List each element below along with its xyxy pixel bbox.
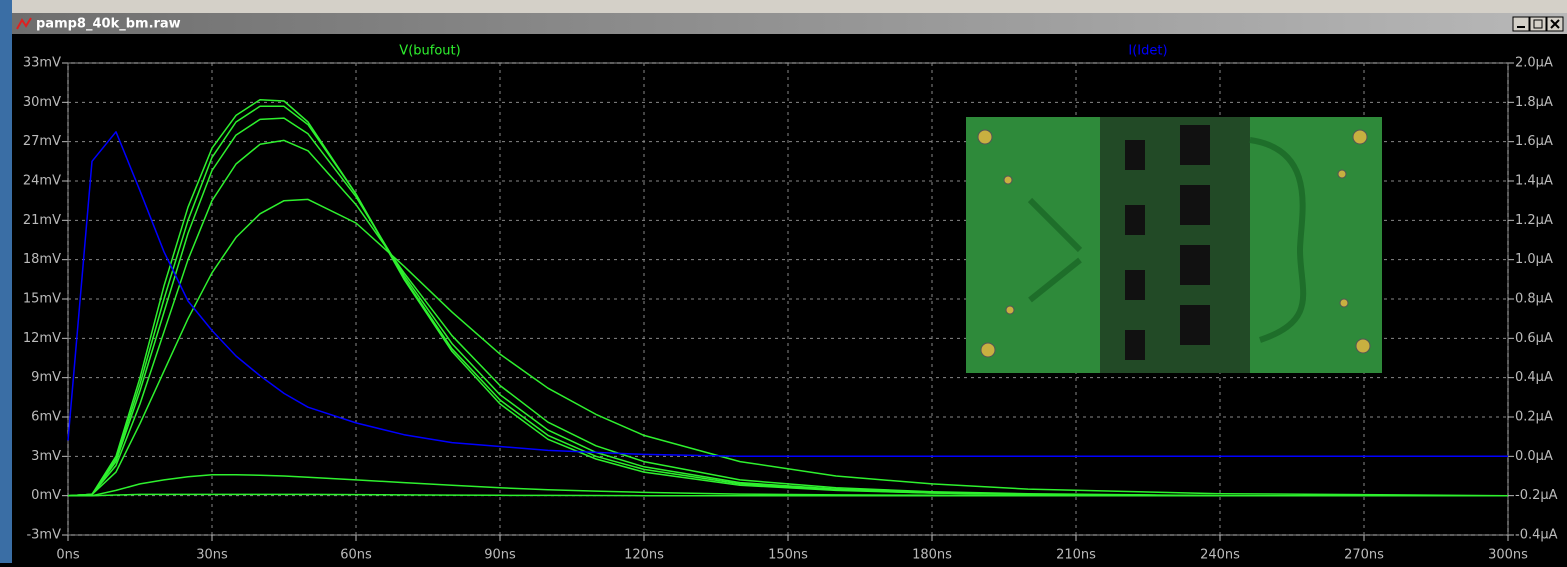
x-tick-label: 90ns [484, 548, 516, 563]
x-tick-label: 240ns [1200, 548, 1240, 563]
y2-tick-label: 0.4µA [1515, 370, 1553, 385]
pcb-components [1100, 117, 1250, 373]
y-tick-label: 6mV [31, 410, 61, 425]
x-tick-label: 60ns [340, 548, 372, 563]
y-tick-label: 15mV [23, 292, 61, 307]
y-tick-label: 3mV [31, 449, 61, 464]
y2-tick-label: 1.6µA [1515, 134, 1553, 149]
window-buttons[interactable] [1513, 17, 1563, 31]
y2-tick-label: 0.0µA [1515, 449, 1553, 464]
y2-tick-label: 1.2µA [1515, 213, 1553, 228]
pcb-photo [966, 117, 1382, 373]
x-tick-label: 30ns [196, 548, 228, 563]
x-tick-label: 150ns [768, 548, 808, 563]
y-tick-label: 12mV [23, 331, 61, 346]
legend-entry: I(Idet) [1128, 44, 1167, 59]
y-tick-label: 24mV [23, 174, 61, 189]
y2-tick-label: -0.2µA [1515, 488, 1558, 503]
y2-tick-label: 0.2µA [1515, 410, 1553, 425]
x-tick-label: 120ns [624, 548, 664, 563]
x-tick-label: 210ns [1056, 548, 1096, 563]
y2-tick-label: 0.6µA [1515, 331, 1553, 346]
page: pamp8_40k_bm.raw -3mV 0mV 3mV 6mV 9mV 12mV 15m… [0, 0, 1567, 563]
y-tick-label: 21mV [23, 213, 61, 228]
x-tick-label: 300ns [1488, 548, 1528, 563]
y2-tick-label: 0.8µA [1515, 292, 1553, 307]
x-tick-label: 0ns [56, 548, 80, 563]
y-tick-label: 27mV [23, 134, 61, 149]
minimize-button[interactable] [1513, 17, 1529, 31]
y-tick-label: 33mV [23, 56, 61, 71]
waveform-window: pamp8_40k_bm.raw -3mV 0mV 3mV 6mV 9mV 12mV 15m… [0, 0, 1567, 563]
y2-tick-label: 2.0µA [1515, 56, 1553, 71]
maximize-button[interactable] [1530, 17, 1546, 31]
frame-top [0, 0, 1567, 13]
x-tick-label: 270ns [1344, 548, 1384, 563]
legend-entry: V(bufout) [399, 44, 460, 59]
y-tick-label: 0mV [31, 488, 61, 503]
x-tick-label: 180ns [912, 548, 952, 563]
desktop-edge [0, 0, 12, 563]
title-bar [12, 13, 1567, 34]
y-tick-label: 18mV [23, 252, 61, 267]
y2-tick-label: -0.4µA [1515, 528, 1558, 543]
y2-tick-label: 1.8µA [1515, 95, 1553, 110]
y2-tick-label: 1.4µA [1515, 174, 1553, 189]
y2-tick-label: 1.0µA [1515, 252, 1553, 267]
y-tick-label: 30mV [23, 95, 61, 110]
window-title: pamp8_40k_bm.raw [36, 17, 181, 32]
y-tick-label: -3mV [26, 528, 61, 543]
y-tick-label: 9mV [31, 370, 61, 385]
